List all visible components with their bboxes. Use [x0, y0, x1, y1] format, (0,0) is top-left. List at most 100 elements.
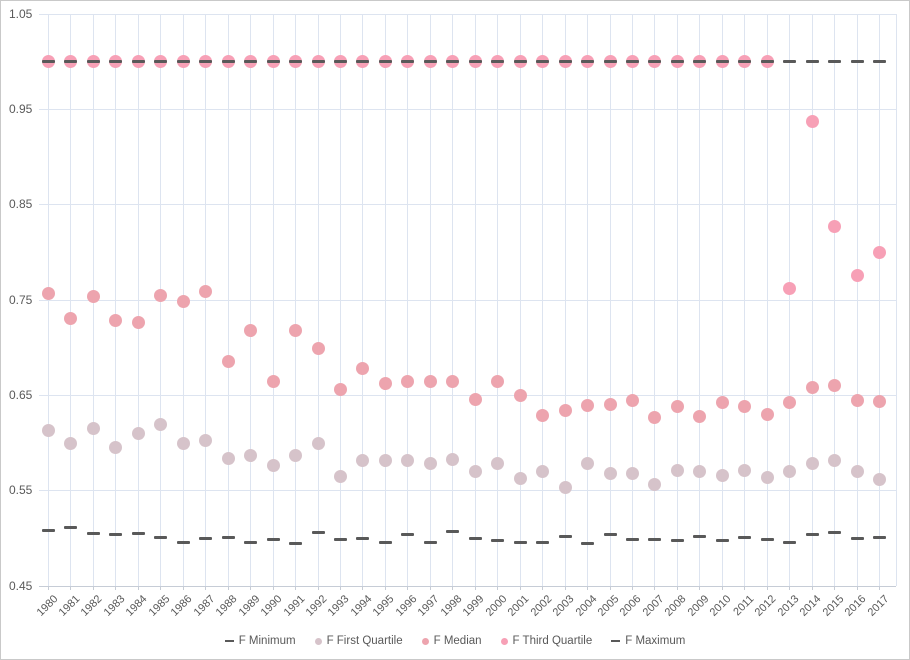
f-median-point	[289, 324, 303, 337]
f-minimum-point	[558, 534, 572, 538]
x-axis-tick	[676, 586, 678, 590]
legend-label: F Minimum	[238, 635, 296, 647]
f-first-quartile-point	[176, 437, 190, 451]
f-first-quartile-point	[378, 453, 392, 467]
f-minimum-point	[850, 536, 864, 540]
vertical-gridline	[879, 14, 881, 586]
f-maximum-point	[760, 60, 774, 64]
x-axis-tick	[429, 586, 431, 590]
vertical-gridline	[834, 14, 836, 586]
f-first-quartile-point	[738, 464, 752, 478]
f-median-point	[64, 311, 78, 325]
f-maximum-point	[86, 60, 100, 64]
f-first-quartile-point	[805, 457, 819, 471]
x-axis-tick	[137, 586, 139, 590]
y-axis-label: 0.45	[9, 578, 33, 593]
legend-dot-icon	[314, 637, 322, 645]
f-minimum-point	[131, 532, 145, 536]
horizontal-gridline	[39, 585, 896, 587]
f-maximum-point	[378, 60, 392, 64]
legend-item-f-first-quartile: F First Quartile	[314, 635, 403, 647]
f-first-quartile-point	[131, 426, 145, 440]
f-first-quartile-point	[715, 468, 729, 482]
vertical-gridline	[205, 14, 207, 586]
legend-item-f-maximum: F Maximum	[611, 635, 685, 647]
f-maximum-point	[333, 60, 347, 64]
f-maximum-point	[356, 60, 370, 64]
f-maximum-point	[64, 60, 78, 64]
x-axis-tick	[699, 586, 701, 590]
horizontal-gridline	[39, 394, 896, 396]
f-first-quartile-point	[670, 464, 684, 478]
f-median-point	[356, 362, 370, 376]
f-median-point	[625, 393, 639, 407]
f-first-quartile-point	[581, 457, 595, 471]
f-minimum-point	[244, 540, 258, 544]
f-maximum-point	[423, 60, 437, 64]
f-minimum-point	[221, 535, 235, 539]
f-first-quartile-point	[311, 437, 325, 451]
x-axis-tick	[766, 586, 768, 590]
f-minimum-point	[581, 541, 595, 545]
f-third-quartile-point	[828, 220, 842, 234]
f-maximum-point	[873, 60, 887, 64]
x-axis-tick	[339, 586, 341, 590]
vertical-gridline	[497, 14, 499, 586]
f-median-point	[873, 394, 887, 408]
f-maximum-point	[625, 60, 639, 64]
f-median-point	[154, 288, 168, 302]
f-minimum-point	[86, 532, 100, 536]
y-axis-label: 0.75	[9, 292, 33, 307]
x-axis-tick	[474, 586, 476, 590]
x-axis-tick	[362, 586, 364, 590]
f-third-quartile-point	[805, 115, 819, 129]
x-axis-tick	[497, 586, 499, 590]
x-axis-tick	[160, 586, 162, 590]
legend-label: F First Quartile	[326, 635, 403, 647]
vertical-gridline	[70, 14, 72, 586]
f-first-quartile-point	[289, 448, 303, 462]
vertical-gridline	[429, 14, 431, 586]
f-median-point	[109, 313, 123, 327]
y-axis-label: 1.05	[9, 6, 33, 21]
f-minimum-point	[625, 537, 639, 541]
f-first-quartile-point	[625, 467, 639, 480]
x-axis-tick	[205, 586, 207, 590]
f-maximum-point	[289, 60, 303, 64]
horizontal-gridline	[39, 108, 896, 110]
f-first-quartile-point	[86, 422, 100, 436]
f-maximum-point	[805, 60, 819, 64]
f-minimum-point	[333, 537, 347, 541]
f-median-point	[333, 383, 347, 397]
x-axis-tick	[452, 586, 454, 590]
f-minimum-point	[783, 540, 797, 544]
f-first-quartile-point	[221, 451, 235, 465]
f-median-point	[828, 379, 842, 393]
f-first-quartile-point	[760, 470, 774, 484]
f-first-quartile-point	[333, 469, 347, 483]
f-minimum-point	[648, 537, 662, 541]
f-minimum-point	[805, 533, 819, 537]
f-median-point	[199, 284, 213, 298]
f-minimum-point	[199, 536, 213, 540]
x-axis-tick	[631, 586, 633, 590]
plot-area	[39, 13, 897, 587]
f-minimum-point	[311, 531, 325, 535]
x-axis-tick	[721, 586, 723, 590]
x-axis-tick	[407, 586, 409, 590]
f-maximum-point	[176, 60, 190, 64]
legend-item-f-median: F Median	[421, 635, 482, 647]
x-axis-tick	[317, 586, 319, 590]
x-axis-tick	[744, 586, 746, 590]
f-first-quartile-point	[783, 465, 797, 479]
vertical-gridline	[115, 14, 117, 586]
legend-label: F Maximum	[625, 635, 686, 647]
vertical-gridline	[407, 14, 409, 586]
f-median-point	[805, 381, 819, 395]
f-median-point	[738, 400, 752, 414]
f-minimum-point	[42, 529, 55, 533]
f-first-quartile-point	[446, 452, 460, 466]
x-axis-tick	[250, 586, 252, 590]
f-minimum-point	[513, 540, 527, 544]
x-axis-tick	[272, 586, 274, 590]
